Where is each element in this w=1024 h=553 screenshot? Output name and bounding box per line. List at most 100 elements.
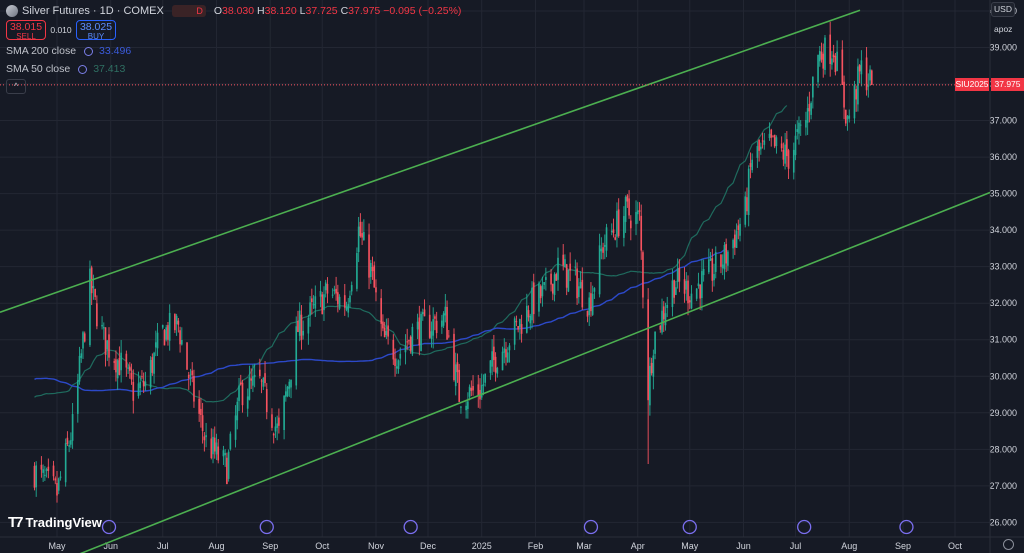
candle-body <box>832 54 835 58</box>
candle-body <box>125 353 128 368</box>
x-tick-label: Oct <box>315 541 330 551</box>
candle-body <box>598 245 601 295</box>
sell-button[interactable]: 38.015 SELL <box>6 20 46 41</box>
candle-body <box>472 386 474 391</box>
candle-body <box>687 280 689 304</box>
candle-body <box>695 288 698 299</box>
candle-body <box>404 345 407 353</box>
sma200-value: 33.496 <box>99 45 132 57</box>
candle-body <box>749 163 752 167</box>
candle-body <box>810 102 812 115</box>
candle-body <box>311 298 313 303</box>
candle-body <box>432 319 435 336</box>
candle-body <box>238 385 240 402</box>
x-tick-label: Jun <box>103 541 118 551</box>
currency-selector[interactable]: USD <box>991 2 1015 17</box>
buy-button[interactable]: 38.025 BUY <box>76 20 116 41</box>
candle-body <box>782 149 785 160</box>
candle-body <box>628 198 630 216</box>
market-status-badge[interactable]: D <box>171 5 206 17</box>
candle-body <box>264 373 266 384</box>
candle-body <box>298 310 301 336</box>
indicator-sma50[interactable]: SMA 50 close 37.413 <box>6 63 125 75</box>
candle-body <box>80 353 83 358</box>
scale-label[interactable]: apoz <box>994 24 1013 34</box>
candle-body <box>867 85 870 87</box>
candle-body <box>399 353 402 359</box>
candle-body <box>671 280 674 308</box>
candle-body <box>735 230 738 248</box>
candle-body <box>808 103 811 112</box>
candle-body <box>661 310 663 333</box>
candle-body <box>829 34 832 64</box>
candle-body <box>345 306 348 310</box>
candle-body <box>442 313 445 326</box>
close-key: C <box>340 5 349 17</box>
x-tick-label: Dec <box>420 541 437 551</box>
event-marker-icon <box>682 519 697 535</box>
x-tick-label: Oct <box>948 541 963 551</box>
candle-body <box>453 333 455 381</box>
candle-body <box>756 146 759 158</box>
event-marker-icon <box>101 519 117 535</box>
candle-body <box>259 369 261 377</box>
candle-body <box>532 282 535 315</box>
y-tick-label: 34.000 <box>989 225 1017 235</box>
candle-body <box>40 464 43 470</box>
candle-body <box>460 406 462 408</box>
candle-body <box>841 49 844 85</box>
candle-body <box>697 283 700 287</box>
candle-body <box>144 381 147 387</box>
candle-body <box>834 55 837 73</box>
y-tick-label: 33.000 <box>989 262 1017 272</box>
candle-body <box>588 297 591 316</box>
symbol-title[interactable]: Silver Futures · 1D · COMEX <box>22 5 164 17</box>
spread-value: 0.010 <box>50 25 72 35</box>
collapse-legend-button[interactable]: ^ <box>6 79 26 94</box>
indicator-sma200[interactable]: SMA 200 close 33.496 <box>6 45 131 57</box>
candle-body <box>860 60 863 75</box>
candle-body <box>307 317 310 334</box>
settings-icon[interactable] <box>78 64 88 74</box>
candle-body <box>108 334 110 358</box>
candle-body <box>720 254 722 267</box>
candle-body <box>200 408 202 416</box>
event-marker-icon <box>583 519 599 535</box>
candle-body <box>853 85 856 119</box>
tradingview-logo[interactable]: T7 TradingView <box>8 514 102 531</box>
chart-settings-icon[interactable] <box>1003 539 1014 550</box>
candle-body <box>843 81 845 108</box>
candle-body <box>564 259 566 268</box>
close-value: 37.975 <box>348 5 381 17</box>
candle-body <box>116 360 119 379</box>
candle-body <box>822 53 825 69</box>
candle-body <box>276 423 278 428</box>
candle-body <box>246 396 249 409</box>
x-tick-label: Sep <box>262 541 278 551</box>
candle-body <box>213 437 216 452</box>
candle-body <box>418 317 421 346</box>
candle-body <box>747 168 750 216</box>
candle-body <box>612 229 615 234</box>
candle-body <box>285 391 287 397</box>
candle-body <box>739 223 741 236</box>
candle-body <box>761 140 764 142</box>
candle-body <box>64 443 67 483</box>
candle-body <box>591 293 594 315</box>
candle-body <box>154 342 157 348</box>
candle-body <box>392 339 395 360</box>
candle-body <box>579 282 582 289</box>
candle-body <box>538 283 540 312</box>
candle-body <box>683 279 686 294</box>
candle-body <box>430 331 433 340</box>
candle-body <box>447 335 450 337</box>
candle-body <box>373 265 376 288</box>
candle-body <box>545 277 547 280</box>
chart-legend: Silver Futures · 1D · COMEX D O38.030 H3… <box>6 3 461 19</box>
candle-body <box>118 357 121 375</box>
y-tick-label: 26.000 <box>989 517 1017 527</box>
settings-icon[interactable] <box>84 46 94 56</box>
candle-body <box>491 351 493 367</box>
candle-body <box>640 215 643 251</box>
